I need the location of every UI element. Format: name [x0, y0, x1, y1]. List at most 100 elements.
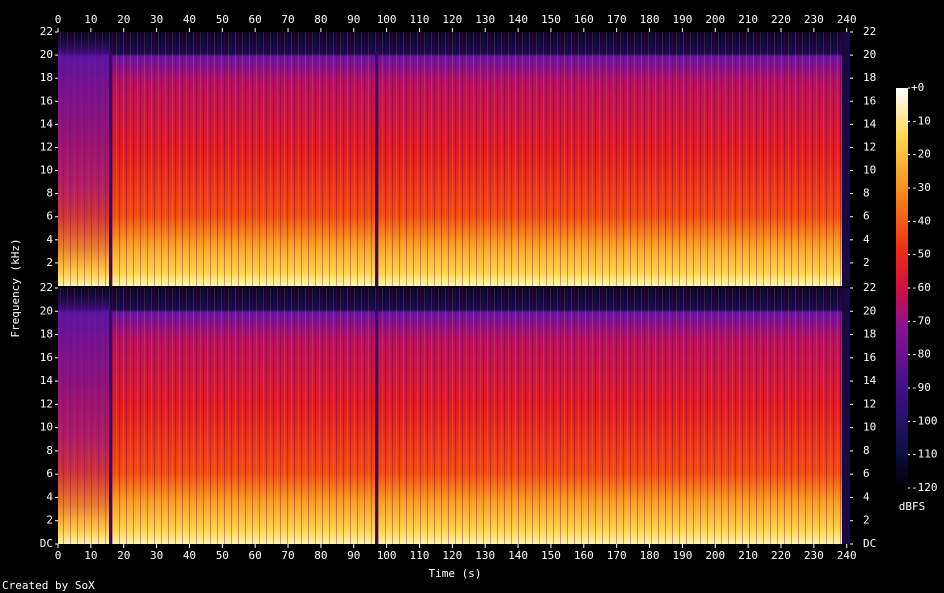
y-tick-label: 20	[863, 304, 876, 317]
y-tick-label: DC	[863, 537, 876, 550]
x-tick-label: 170	[607, 549, 627, 562]
y-tick-label: 16	[863, 351, 876, 364]
y-tick-label: 4	[46, 233, 53, 246]
x-tick-label: 150	[541, 549, 561, 562]
y-tick-label: 14	[40, 117, 54, 130]
colorbar-tick-label: +0	[911, 81, 924, 94]
y-tick-label: 22	[40, 25, 53, 38]
x-tick-label: 110	[410, 13, 430, 26]
y-tick-label: 10	[863, 421, 876, 434]
x-tick-label: 130	[475, 549, 495, 562]
x-tick-label: 10	[84, 13, 97, 26]
y-tick-label: 4	[863, 233, 870, 246]
spectrogram-intro	[58, 32, 110, 286]
y-tick-label: 22	[863, 281, 876, 294]
colorbar-tick-label: -70	[911, 314, 931, 327]
x-tick-label: 180	[640, 13, 660, 26]
x-tick-label: 100	[377, 13, 397, 26]
x-tick-label: 220	[771, 549, 791, 562]
x-tick-label: 130	[475, 13, 495, 26]
footer: Created by SoX	[2, 579, 95, 592]
x-tick-label: 230	[804, 13, 824, 26]
colorbar-tick-label: -80	[911, 348, 931, 361]
x-tick-label: 190	[672, 13, 692, 26]
x-tick-label: 230	[804, 549, 824, 562]
x-tick-label: 200	[705, 13, 725, 26]
y-tick-label: 12	[863, 140, 876, 153]
colorbar	[896, 88, 908, 488]
y-tick-label: 16	[863, 94, 876, 107]
spectrogram-bottom	[58, 288, 850, 544]
x-tick-label: 170	[607, 13, 627, 26]
y-tick-label: 2	[46, 514, 53, 527]
colorbar-tick-label: -100	[911, 414, 938, 427]
y-tick-label: 2	[46, 256, 53, 269]
y-tick-label: 4	[46, 490, 53, 503]
colorbar-tick-label: -120	[911, 481, 938, 494]
x-tick-label: 80	[314, 549, 327, 562]
y-tick-label: 18	[863, 328, 876, 341]
y-tick-label: 8	[46, 444, 53, 457]
y-tick-label: 22	[40, 281, 53, 294]
y-tick-label: 16	[40, 94, 53, 107]
y-tick-label: 10	[863, 164, 876, 177]
y-tick-label: 8	[46, 187, 53, 200]
x-tick-label: 50	[216, 549, 229, 562]
x-tick-label: 180	[640, 549, 660, 562]
x-tick-label: 150	[541, 13, 561, 26]
y-tick-label: 6	[863, 467, 870, 480]
x-tick-label: 90	[347, 13, 360, 26]
spectrogram-top	[58, 32, 850, 286]
y-tick-label: 6	[46, 467, 53, 480]
x-axis-label: Time (s)	[429, 567, 482, 580]
y-tick-label: 12	[40, 397, 53, 410]
x-tick-label: 90	[347, 549, 360, 562]
y-tick-label: 2	[863, 256, 870, 269]
spectrogram-end	[842, 288, 850, 544]
x-tick-label: 140	[508, 13, 528, 26]
x-tick-label: 60	[249, 549, 262, 562]
colorbar-tick-label: -110	[911, 448, 938, 461]
spectrogram-gap	[375, 310, 378, 544]
x-tick-label: 80	[314, 13, 327, 26]
x-tick-label: 10	[84, 549, 97, 562]
y-tick-label: 12	[40, 140, 53, 153]
x-tick-label: 70	[281, 13, 294, 26]
x-tick-label: 220	[771, 13, 791, 26]
y-tick-label: 20	[40, 48, 53, 61]
colorbar-label: dBFS	[899, 500, 926, 513]
colorbar-tick-label: -30	[911, 181, 931, 194]
spectrogram-texture	[58, 288, 850, 544]
y-tick-label: 10	[40, 164, 53, 177]
x-tick-label: 200	[705, 549, 725, 562]
y-tick-label: 18	[40, 71, 53, 84]
y-tick-label: 2	[863, 514, 870, 527]
y-tick-label: 12	[863, 397, 876, 410]
y-tick-label: 8	[863, 187, 870, 200]
y-tick-label: DC	[40, 537, 53, 550]
x-tick-label: 70	[281, 549, 294, 562]
colorbar-tick-label: -10	[911, 114, 931, 127]
colorbar-tick-label: -60	[911, 281, 931, 294]
x-tick-label: 190	[672, 549, 692, 562]
x-tick-label: 60	[249, 13, 262, 26]
x-tick-label: 160	[574, 13, 594, 26]
y-tick-label: 4	[863, 490, 870, 503]
x-tick-label: 100	[377, 549, 397, 562]
x-tick-label: 50	[216, 13, 229, 26]
x-tick-label: 30	[150, 549, 163, 562]
spectrogram-end	[842, 32, 850, 286]
y-tick-label: 20	[863, 48, 876, 61]
y-tick-label: 14	[863, 117, 877, 130]
x-tick-label: 20	[117, 549, 130, 562]
colorbar-tick-label: -20	[911, 148, 931, 161]
x-tick-label: 110	[410, 549, 430, 562]
y-tick-label: 6	[46, 210, 53, 223]
spectrogram-gap	[375, 52, 378, 286]
y-tick-label: 18	[863, 71, 876, 84]
y-tick-label: 14	[863, 374, 877, 387]
x-tick-label: 210	[738, 13, 758, 26]
spectrogram-intro	[58, 288, 110, 544]
y-tick-label: 8	[863, 444, 870, 457]
